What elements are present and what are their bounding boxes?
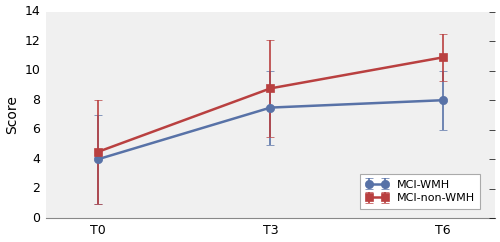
Y-axis label: Score: Score (5, 96, 19, 134)
Legend: MCI-WMH, MCI-non-WMH: MCI-WMH, MCI-non-WMH (360, 174, 480, 209)
